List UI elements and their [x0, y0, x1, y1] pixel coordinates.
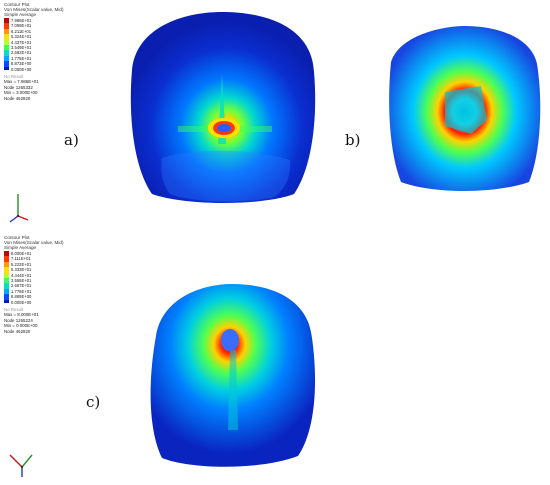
scale-tick: 6.222E+01 — [11, 261, 32, 267]
scale-swatch — [4, 272, 9, 278]
scale-swatch — [4, 55, 9, 62]
scale-swatch — [4, 39, 9, 45]
scale-tick: 8.000E+01 — [11, 251, 32, 256]
color-scale-ticks: 8.000E+01 7.111E+01 6.222E+01 5.333E+01 … — [11, 251, 31, 305]
scale-swatch — [4, 294, 9, 300]
color-scale-ticks: 7.986E+01 7.099E+01 6.211E+01 5.324E+01 … — [11, 18, 31, 72]
legend-stats: No Result Max = 7.986E+01 Node 1265332 M… — [4, 74, 64, 101]
scale-swatch — [4, 299, 9, 303]
contour-plot-c — [150, 284, 316, 467]
scale-swatch — [4, 283, 9, 289]
legend-averaging: Simple Average — [4, 12, 37, 17]
scale-swatch — [4, 256, 9, 262]
scale-tick: 7.986E+01 — [11, 18, 32, 23]
scale-tick: 1.778E+01 — [11, 288, 32, 294]
color-scale-bars — [4, 18, 9, 72]
scale-tick: 4.437E+01 — [11, 39, 32, 45]
scale-tick: 2.667E+01 — [11, 283, 32, 289]
color-scale-bars — [4, 251, 9, 305]
scale-tick: 4.444E+01 — [11, 272, 32, 278]
scale-swatch — [4, 50, 9, 56]
scale-swatch — [4, 66, 9, 70]
min-node: Node 462820 — [4, 95, 31, 101]
no-result-label: No Result — [4, 74, 24, 80]
scale-tick: 1.775E+01 — [11, 55, 32, 61]
scale-tick: 7.099E+01 — [11, 23, 32, 29]
scale-swatch — [4, 44, 9, 51]
scale-tick: 3.549E+01 — [11, 45, 32, 51]
scale-tick: 5.324E+01 — [11, 34, 32, 40]
legend-stats: No Result Max = 8.000E+01 Node 1265224 M… — [4, 307, 64, 334]
legend-title: Contour Plot — [4, 2, 30, 7]
scale-swatch — [4, 28, 9, 35]
panel-label-a: a) — [64, 131, 79, 149]
scale-swatch — [4, 23, 9, 29]
max-node: Node 1265224 — [4, 317, 33, 323]
max-value: Max = 8.000E+01 — [4, 312, 39, 318]
legend-title: Contour Plot — [4, 235, 30, 240]
scale-tick: 5.333E+01 — [11, 267, 32, 273]
no-result-label: No Result — [4, 307, 24, 313]
axis-triad-icon — [9, 194, 29, 223]
contour-plot-a — [130, 12, 316, 203]
scale-swatch — [4, 267, 9, 273]
max-node: Node 1265332 — [4, 84, 33, 90]
scale-tick: 0.000E+00 — [11, 66, 32, 72]
min-value: Min = 0.000E+00 — [4, 323, 38, 329]
scale-tick: 8.889E+00 — [11, 294, 32, 300]
scale-tick: 0.000E+00 — [11, 299, 32, 305]
min-node: Node 462820 — [4, 328, 31, 334]
max-value: Max = 7.986E+01 — [4, 79, 39, 85]
scale-tick: 7.111E+01 — [11, 256, 31, 262]
min-value: Min = 3.000E+00 — [4, 90, 38, 96]
legend-subtitle: Von Mises(Scalar value, Mid) — [4, 7, 64, 12]
scale-swatch — [4, 61, 9, 67]
scale-swatch — [4, 34, 9, 40]
color-scale: 7.986E+01 7.099E+01 6.211E+01 5.324E+01 … — [4, 18, 64, 72]
contour-legend-a: Contour Plot Von Mises(Scalar value, Mid… — [4, 2, 64, 101]
scale-tick: 2.662E+01 — [11, 50, 32, 56]
scale-tick: 3.556E+01 — [11, 278, 32, 284]
scale-swatch — [4, 18, 9, 24]
legend-subtitle: Von Mises(Scalar value, Mid) — [4, 240, 64, 245]
scale-tick: 8.873E+00 — [11, 61, 32, 67]
scale-swatch — [4, 261, 9, 268]
axis-triad-icon — [9, 454, 33, 477]
legend-averaging: Simple Average — [4, 245, 37, 250]
color-scale: 8.000E+01 7.111E+01 6.222E+01 5.333E+01 … — [4, 251, 64, 305]
contour-plot-b — [389, 26, 541, 191]
panel-label-c: c) — [86, 393, 101, 411]
scale-swatch — [4, 288, 9, 295]
panel-label-b: b) — [345, 131, 361, 149]
scale-swatch — [4, 251, 9, 257]
contour-legend-c: Contour Plot Von Mises(Scalar value, Mid… — [4, 235, 64, 334]
scale-swatch — [4, 277, 9, 284]
scale-tick: 6.211E+01 — [11, 28, 32, 34]
